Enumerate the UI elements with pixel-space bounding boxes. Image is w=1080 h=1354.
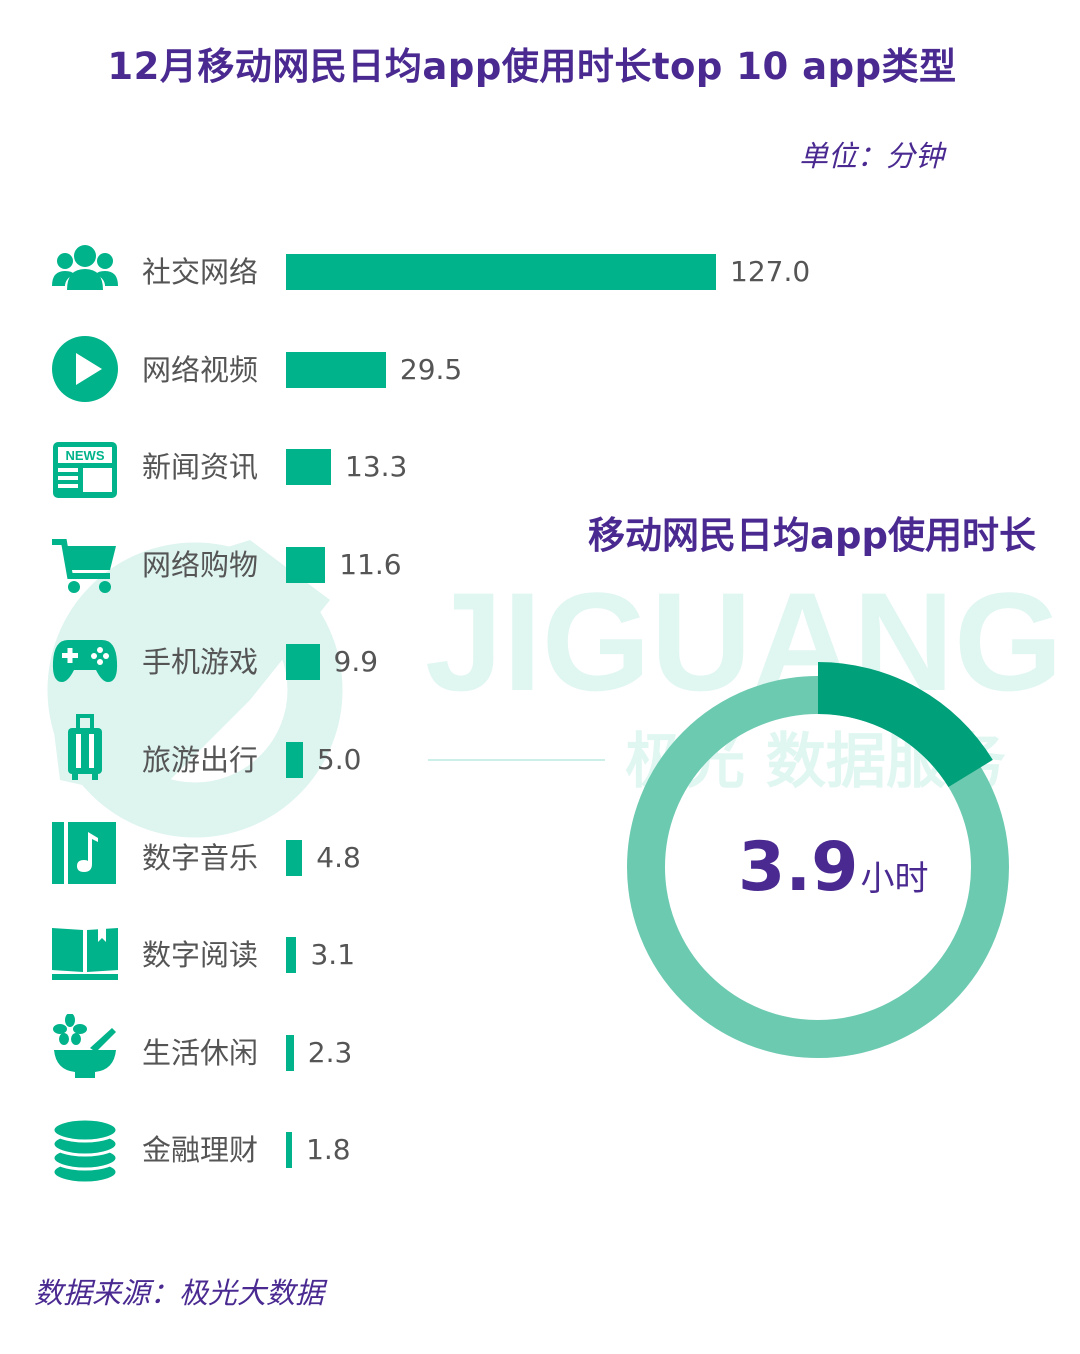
play-icon [52,336,118,402]
value-label: 29.5 [399,352,463,386]
users-icon [52,245,118,290]
donut-highlight [818,662,993,788]
book-icon [52,928,118,980]
music-icon [52,822,116,884]
value-label: 11.6 [339,547,402,581]
category-label: 金融理财 [142,1133,259,1168]
value-label: 5.0 [316,743,362,776]
category-label: 旅游出行 [142,743,259,777]
value-label: 4.8 [316,840,361,874]
value-label: 127.0 [730,255,811,288]
source-note: 数据来源：极光大数据 [34,1276,325,1310]
donut-unit: 小时 [860,859,929,899]
bar [286,1132,293,1169]
bar [286,449,332,486]
donut-chart [627,662,1009,1058]
category-label: 网络购物 [142,547,259,582]
value-label: 1.8 [306,1133,351,1167]
donut-value: 3.9 [738,828,859,907]
bar [286,1034,294,1071]
luggage-icon [68,714,102,780]
chart-title: 12月移动网民日均app使用时长top 10 app类型 [107,45,957,88]
gamepad-icon [52,640,118,682]
donut-title: 移动网民日均app使用时长 [588,514,1036,557]
bar [286,254,716,290]
category-label: 数字音乐 [142,840,259,875]
category-label: 生活休闲 [142,1035,259,1070]
donut-center: 3.9小时 [738,828,928,907]
bar [286,546,326,583]
svg-text:NEWS: NEWS [66,448,105,463]
value-label: 2.3 [307,1035,353,1069]
mortar-icon [53,1014,116,1078]
category-label: 手机游戏 [142,645,259,680]
category-label: 网络视频 [142,352,259,387]
bar [286,742,303,778]
unit-label: 单位：分钟 [798,139,944,173]
news-icon: NEWS [53,442,117,498]
category-label: 新闻资讯 [142,450,259,485]
bar [286,644,320,681]
value-label: 13.3 [345,450,408,484]
category-label: 数字阅读 [142,938,259,973]
cart-icon [52,539,116,593]
value-label: 3.1 [310,938,356,972]
bar [286,839,303,876]
bar [286,937,297,974]
bar [286,351,386,388]
category-label: 社交网络 [142,255,259,289]
value-label: 9.9 [333,645,379,679]
coins-icon [51,1117,119,1185]
